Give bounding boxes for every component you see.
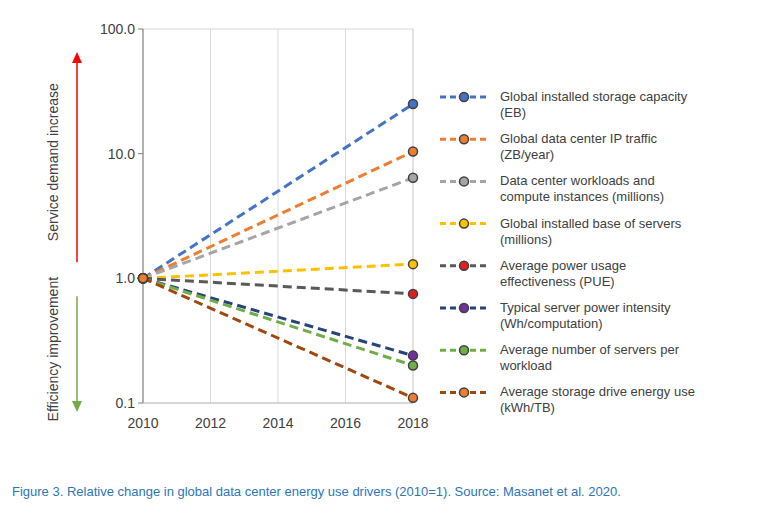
legend-label: Typical server power intensity(Wh/comput… xyxy=(500,300,671,331)
y-tick-label: 0.1 xyxy=(116,395,136,411)
x-tick-label: 2012 xyxy=(195,415,226,431)
point xyxy=(409,361,418,370)
y-tick xyxy=(138,403,143,404)
legend-label: Global installed base of servers(million… xyxy=(500,216,682,247)
point xyxy=(139,274,148,283)
legend-label: Global installed storage capacity(EB) xyxy=(500,89,688,120)
lines xyxy=(143,104,413,398)
legend-marker xyxy=(460,177,469,186)
legend-label-line: effectiveness (PUE) xyxy=(500,274,615,289)
legend-label-line: Data center workloads and xyxy=(500,173,655,188)
legend-label-line: (Wh/computation) xyxy=(500,316,603,331)
series-line xyxy=(143,152,413,279)
point xyxy=(139,274,148,283)
point xyxy=(139,274,148,283)
arrow-head xyxy=(72,52,82,63)
arrow-down xyxy=(76,296,78,402)
point xyxy=(139,274,148,283)
point xyxy=(139,274,148,283)
legend-label: Average number of servers perworkload xyxy=(499,342,680,373)
y-tick xyxy=(138,29,143,30)
legend-label-line: workload xyxy=(499,358,552,373)
point xyxy=(409,351,418,360)
point xyxy=(409,260,418,269)
legend-marker xyxy=(460,346,469,355)
x-tick-label: 2014 xyxy=(262,415,293,431)
y-tick-label: 10.0 xyxy=(108,146,135,162)
point xyxy=(409,393,418,402)
legend: Global installed storage capacity(EB)Glo… xyxy=(440,89,695,415)
series-line xyxy=(143,264,413,278)
x-tick-label: 2018 xyxy=(397,415,428,431)
x-tick-label: 2016 xyxy=(330,415,361,431)
grid xyxy=(143,29,413,403)
series-line xyxy=(143,278,413,365)
legend-label-line: Average power usage xyxy=(500,258,626,273)
grid-line xyxy=(345,29,346,403)
point xyxy=(409,147,418,156)
series-line xyxy=(143,278,413,398)
legend-marker xyxy=(460,304,469,313)
legend-label-line: Global data center IP traffic xyxy=(500,131,658,146)
legend-label-line: Global installed storage capacity xyxy=(500,89,688,104)
legend-label-line: Typical server power intensity xyxy=(500,300,671,315)
y-tick-label: 100.0 xyxy=(100,21,135,37)
plot-frame xyxy=(143,29,413,403)
legend-label: Average power usageeffectiveness (PUE) xyxy=(500,258,626,289)
legend-label: Global data center IP traffic(ZB/year) xyxy=(500,131,658,162)
y-axis xyxy=(143,29,144,403)
chart: 0.1 1.0 10.0 100.0 2010 2012 2014 2016 2018 Globa… xyxy=(0,0,768,521)
legend-label-line: compute instances (millions) xyxy=(500,189,664,204)
markers xyxy=(139,100,418,403)
annotation: Service demand increase xyxy=(45,83,61,241)
legend-marker xyxy=(460,135,469,144)
legend-label-line: (millions) xyxy=(500,232,552,247)
x-axis xyxy=(143,403,413,404)
annotations: Service demand increase Efficiency improv… xyxy=(45,52,82,421)
point xyxy=(409,289,418,298)
grid-line xyxy=(143,29,144,403)
legend-label-line: (ZB/year) xyxy=(500,147,554,162)
legend-label: Data center workloads andcompute instanc… xyxy=(500,173,664,204)
point xyxy=(139,274,148,283)
legend-marker xyxy=(460,388,469,397)
y-tick-label: 1.0 xyxy=(116,270,136,286)
series-line xyxy=(143,178,413,279)
arrow-head xyxy=(72,401,82,412)
legend-label-line: (kWh/TB) xyxy=(500,400,555,415)
legend-label: Average storage drive energy use(kWh/TB) xyxy=(500,384,695,415)
grid-line xyxy=(210,29,211,403)
point xyxy=(139,274,148,283)
legend-marker xyxy=(460,261,469,270)
caption: Figure 3. Relative change in global data… xyxy=(12,484,621,499)
legend-label-line: Average storage drive energy use xyxy=(500,384,695,399)
point xyxy=(409,100,418,109)
point xyxy=(409,173,418,182)
point xyxy=(139,274,148,283)
legend-label-line: Average number of servers per xyxy=(500,342,680,357)
series-line xyxy=(143,104,413,278)
legend-marker xyxy=(460,219,469,228)
arrow-up xyxy=(76,62,78,262)
x-tick-label: 2010 xyxy=(127,415,158,431)
annotation: Efficiency improvement xyxy=(45,277,61,422)
legend-label-line: (EB) xyxy=(500,105,526,120)
y-tick xyxy=(138,153,143,154)
legend-label-line: Global installed base of servers xyxy=(500,216,682,231)
legend-marker xyxy=(460,93,469,102)
